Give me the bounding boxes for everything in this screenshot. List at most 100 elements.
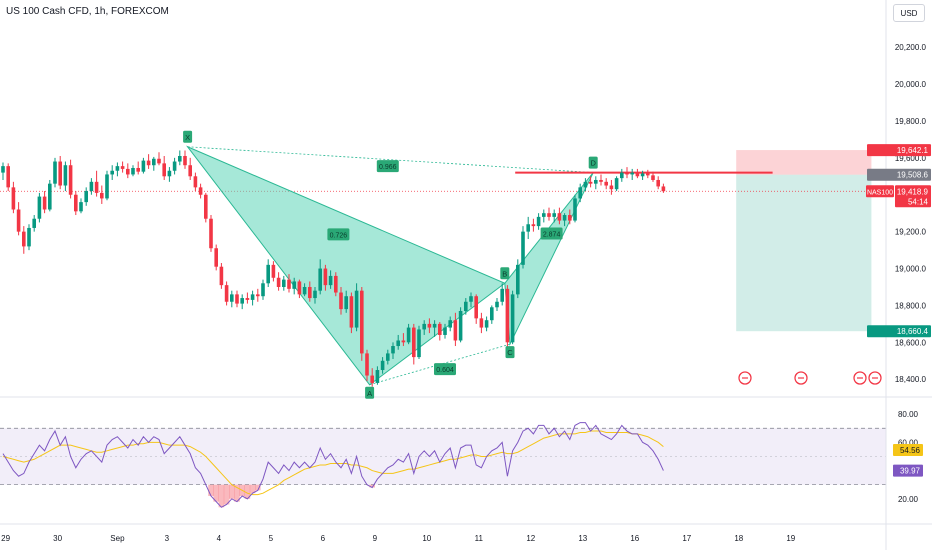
candle-body — [37, 196, 42, 219]
candle-body — [100, 192, 104, 199]
candle-body — [115, 166, 120, 171]
price-tick-label: 19,000.0 — [895, 265, 927, 274]
stop-loss-tag — [867, 144, 931, 157]
take-profit-tag — [867, 325, 931, 338]
candle-body — [396, 340, 400, 347]
candle-body — [89, 181, 94, 192]
pattern-point-label: A — [367, 389, 372, 398]
price-pane[interactable] — [0, 145, 886, 387]
candle-body — [484, 320, 489, 328]
time-tick-label: 12 — [526, 534, 535, 543]
candle-body — [261, 283, 265, 297]
candle-body — [292, 281, 296, 289]
rsi-pane[interactable] — [0, 422, 886, 508]
candle-body — [157, 158, 161, 164]
candle-body — [27, 227, 31, 247]
candle-body — [474, 296, 478, 319]
candle-body — [375, 370, 380, 383]
pattern-point-label: D — [590, 159, 596, 168]
candle-body — [214, 248, 218, 267]
candle-body — [110, 170, 114, 175]
candle-body — [323, 268, 328, 286]
candle-body — [313, 290, 317, 299]
candle-body — [521, 231, 525, 265]
candle-body — [328, 275, 333, 286]
candle-body — [172, 161, 177, 171]
candle-body — [401, 340, 406, 343]
candle-body — [198, 187, 203, 195]
candle-body — [152, 158, 156, 166]
time-tick-label: 19 — [786, 534, 795, 543]
candle-body — [256, 294, 260, 297]
time-tick-label: Sep — [110, 534, 125, 543]
pattern-point-badge — [505, 346, 515, 359]
time-tick-label: 13 — [578, 534, 587, 543]
candle-body — [656, 179, 660, 187]
time-tick-label: 30 — [53, 534, 62, 543]
candle-body — [490, 307, 494, 321]
candle-body — [63, 165, 68, 186]
candle-body — [500, 288, 504, 302]
candle-body — [635, 172, 640, 177]
candle-body — [240, 298, 244, 304]
candle-body — [344, 296, 348, 310]
candle-body — [614, 178, 619, 190]
candle-body — [458, 310, 463, 341]
candle-body — [167, 170, 172, 177]
candle-body — [391, 346, 395, 354]
candle-body — [287, 279, 291, 289]
candle-body — [282, 279, 286, 287]
candle-body — [578, 187, 582, 199]
rsi-tick-label: 80.00 — [898, 410, 919, 419]
candle-body — [510, 294, 515, 343]
symbol-text: NAS100 — [867, 189, 893, 196]
currency-button[interactable]: USD — [893, 4, 925, 22]
pattern-ratio-label: 0.966 — [379, 164, 397, 171]
candle-body — [74, 194, 78, 212]
candle-body — [250, 294, 255, 300]
price-tick-label: 20,200.0 — [895, 43, 927, 52]
time-tick-label: 9 — [373, 534, 378, 543]
candle-body — [235, 294, 239, 304]
candle-body — [302, 286, 307, 295]
candle-body — [349, 296, 354, 328]
candle-body — [630, 172, 634, 175]
candle-body — [308, 286, 312, 299]
candle-body — [224, 285, 229, 302]
price-tick-label: 19,200.0 — [895, 228, 927, 237]
time-tick-label: 16 — [630, 534, 639, 543]
candle-body — [495, 301, 499, 308]
candle-body — [120, 166, 125, 169]
candle-body — [661, 186, 666, 192]
pattern-ratio-badge — [376, 160, 399, 173]
time-tick-label: 6 — [321, 534, 326, 543]
candle-body — [42, 196, 47, 210]
candle-body — [53, 161, 57, 184]
candle-body — [131, 167, 135, 175]
current-price-tag — [895, 185, 931, 208]
candle-body — [573, 198, 577, 221]
pattern-ratio-badge — [434, 363, 456, 376]
candle-body — [94, 181, 99, 193]
pattern-point-badge — [365, 386, 375, 399]
rsi-ma-line — [2, 430, 664, 496]
candle-body — [334, 275, 338, 293]
candle-body — [204, 194, 208, 219]
candle-body — [68, 165, 73, 195]
candle-body — [105, 174, 109, 199]
candle-body — [354, 290, 359, 328]
rsi-tick-label: 60.00 — [898, 438, 919, 447]
candle-body — [651, 175, 655, 180]
candle-body — [417, 329, 421, 358]
candle-body — [48, 183, 52, 210]
candle-body — [516, 264, 520, 295]
price-tick-label: 18,400.0 — [895, 375, 927, 384]
rsi-value-tag — [893, 464, 923, 477]
candle-body — [266, 264, 270, 284]
symbol-tag — [866, 185, 894, 198]
time-tick-label: 4 — [217, 534, 222, 543]
candle-body — [479, 318, 484, 328]
candle-body — [136, 167, 140, 172]
candle-body — [526, 224, 530, 232]
